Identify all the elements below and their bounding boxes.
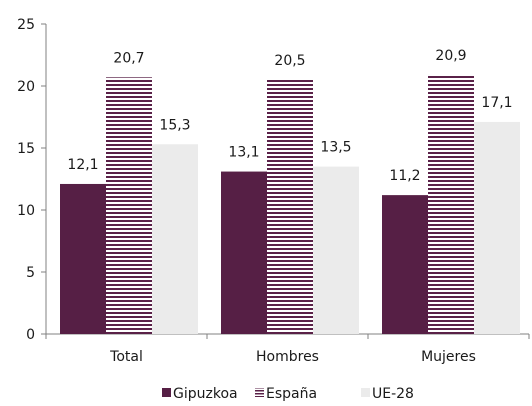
data-label: 15,3 [159,117,190,133]
value-labels: 12,1 20,7 15,3 13,1 20,5 13,5 11,2 20,9 17,1 [67,48,512,184]
data-label: 20,9 [435,48,466,64]
bar-ue-28-mujeres [474,121,520,335]
y-tick-label: 10 [17,203,35,219]
legend-label: Gipuzkoa [173,386,238,402]
bar-gipuzkoa-mujeres [382,195,428,334]
x-axis: Total Hombres Mujeres [45,333,530,365]
y-tick-label: 15 [17,141,35,157]
bar-gipuzkoa-hombres [221,171,267,334]
y-axis: 0 5 10 15 20 25 [17,17,47,343]
data-label: 20,5 [274,53,305,69]
legend-swatch [162,388,171,397]
legend-label: España [266,386,317,402]
x-tick-label: Total [109,349,143,365]
data-label: 20,7 [113,50,144,66]
data-label: 12,1 [67,157,98,173]
bar-espa-a-hombres [267,79,313,334]
legend: Gipuzkoa España UE-28 [162,386,414,402]
bar-espa-a-mujeres [428,74,474,334]
y-tick-label: 0 [26,327,35,343]
legend-label: UE-28 [372,386,414,402]
x-tick-label: Hombres [256,349,319,365]
y-tick-label: 5 [26,265,35,281]
data-label: 11,2 [389,168,420,184]
data-label: 17,1 [481,95,512,111]
legend-swatch [361,388,370,397]
y-tick-label: 20 [17,79,35,95]
bar-ue-28-total [152,144,198,334]
bars [60,74,520,335]
y-tick-label: 25 [17,17,35,33]
bar-espa-a-total [106,77,152,334]
data-label: 13,1 [228,145,259,161]
x-tick-label: Mujeres [421,349,476,365]
data-label: 13,5 [320,140,351,156]
bar-ue-28-hombres [313,166,359,334]
legend-swatch [255,388,264,397]
bar-gipuzkoa-total [60,183,106,334]
